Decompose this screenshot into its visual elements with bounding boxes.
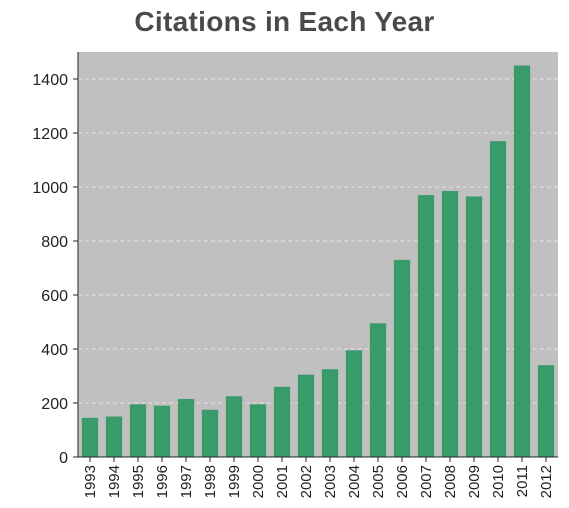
x-tick-label: 2007: [418, 465, 435, 498]
x-tick-label: 2005: [370, 465, 387, 498]
bar-2011: [513, 65, 531, 457]
bar-2002: [297, 374, 315, 457]
x-tick-label: 1999: [226, 465, 243, 498]
bar-1993: [81, 417, 99, 457]
bar-2000: [249, 404, 267, 457]
bar-2010: [489, 141, 507, 457]
x-tick-label: 2001: [274, 465, 291, 498]
x-tick-labels: 1993 1994 1995 1996 1997 1998 1999 2000 2001 2002…: [82, 465, 555, 498]
y-tick-label: 400: [41, 342, 68, 359]
x-tick-label: 2003: [322, 465, 339, 498]
x-tick-label: 1993: [82, 465, 99, 498]
bar-2003: [321, 369, 339, 457]
bar-1998: [201, 409, 219, 457]
x-tick-label: 1998: [202, 465, 219, 498]
bar-2006: [393, 259, 411, 457]
x-tick-label: 2006: [394, 465, 411, 498]
x-tick-label: 1995: [130, 465, 147, 498]
x-tick-label: 2000: [250, 465, 267, 498]
bar-1997: [177, 398, 195, 457]
y-tick-label: 200: [41, 396, 68, 413]
axes: [73, 52, 558, 462]
y-tick-label: 1400: [32, 72, 68, 89]
bars: [81, 65, 555, 458]
x-tick-label: 1997: [178, 465, 195, 498]
bar-1996: [153, 405, 171, 457]
bar-2004: [345, 350, 363, 457]
bar-1999: [225, 396, 243, 457]
x-tick-label: 1994: [106, 465, 123, 498]
y-tick-label: 1200: [32, 126, 68, 143]
x-tick-label: 1996: [154, 465, 171, 498]
bar-1994: [105, 416, 123, 457]
bar-2009: [465, 196, 483, 457]
x-tick-label: 2010: [490, 465, 507, 498]
bar-2008: [441, 191, 459, 458]
y-tick-labels: 0 200 400 600 800 1000 1200 1400: [32, 72, 68, 467]
y-tick-label: 600: [41, 288, 68, 305]
bar-2007: [417, 195, 435, 457]
y-tick-label: 1000: [32, 180, 68, 197]
x-tick-label: 2009: [466, 465, 483, 498]
plot-area: [78, 52, 558, 457]
bar-2005: [369, 323, 387, 457]
x-tick-label: 2012: [538, 465, 555, 498]
x-tick-label: 2002: [298, 465, 315, 498]
x-tick-label: 2008: [442, 465, 459, 498]
bar-1995: [129, 404, 147, 457]
chart-title: Citations in Each Year: [134, 6, 435, 37]
bar-2012: [537, 365, 555, 457]
y-tick-label: 800: [41, 234, 68, 251]
x-tick-label: 2004: [346, 465, 363, 498]
gridlines: [78, 78, 558, 404]
y-tick-label: 0: [59, 450, 68, 467]
bar-2001: [273, 386, 291, 457]
x-tick-label: 2011: [514, 465, 531, 497]
